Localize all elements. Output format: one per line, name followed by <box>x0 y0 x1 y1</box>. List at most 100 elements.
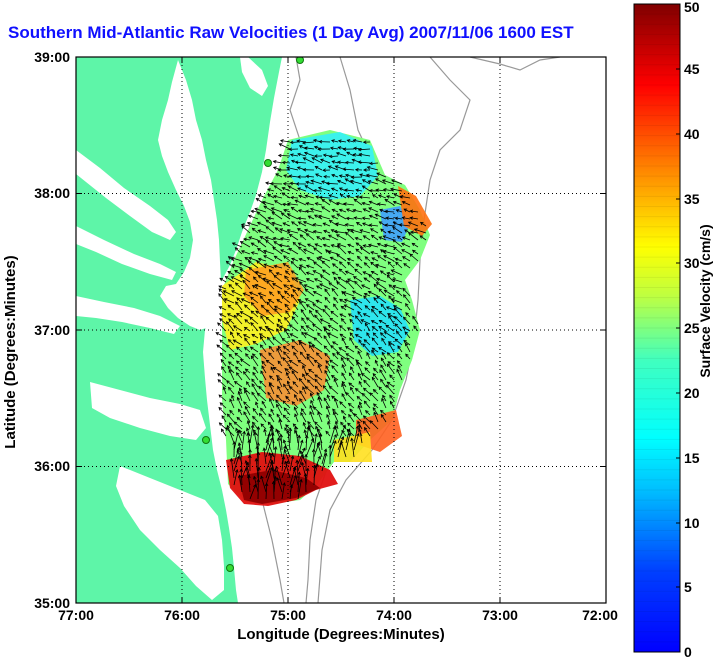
velocity-arrowhead <box>361 216 366 221</box>
velocity-arrow <box>275 173 283 178</box>
velocity-arrow <box>294 407 299 416</box>
velocity-arrow <box>229 410 235 416</box>
velocity-arrowhead <box>227 339 232 343</box>
velocity-arrowhead <box>378 325 382 330</box>
velocity-arrowhead <box>331 215 335 219</box>
velocity-arrow <box>267 392 275 402</box>
velocity-arrowhead <box>361 392 366 397</box>
velocity-arrow <box>234 315 243 325</box>
velocity-arrow <box>347 278 355 283</box>
velocity-arrowhead <box>382 188 387 192</box>
velocity-arrow <box>240 469 243 486</box>
velocity-arrow <box>413 325 419 332</box>
velocity-arrowhead <box>236 360 240 365</box>
colorbar-bands <box>634 13 680 643</box>
velocity-arrowhead <box>396 352 401 357</box>
velocity-arrowhead <box>380 357 385 362</box>
velocity-arrow <box>304 152 315 157</box>
velocity-arrowhead <box>341 364 345 368</box>
velocity-arrowhead <box>302 221 307 225</box>
velocity-arrowhead <box>304 194 309 198</box>
velocity-arrowhead <box>324 352 328 357</box>
velocity-arrow <box>271 207 283 213</box>
velocity-arrowhead <box>297 187 301 191</box>
velocity-arrow <box>291 401 299 409</box>
velocity-arrowhead <box>321 199 326 203</box>
velocity-arrow <box>256 211 267 220</box>
velocity-arrow <box>295 426 299 444</box>
velocity-arrowhead <box>332 425 336 430</box>
velocity-arrowhead <box>310 179 315 183</box>
velocity-arrowhead <box>401 242 405 246</box>
velocity-arrowhead <box>338 187 343 191</box>
velocity-arrow <box>292 311 299 318</box>
velocity-arrow <box>373 283 379 290</box>
velocity-arrowhead <box>294 425 298 430</box>
velocity-arrowhead <box>257 194 262 198</box>
velocity-arrowhead <box>231 394 235 399</box>
velocity-arrow <box>253 366 259 374</box>
velocity-arrow <box>363 295 371 304</box>
velocity-arrowhead <box>352 153 357 157</box>
velocity-arrow <box>260 336 267 346</box>
velocity-arrow <box>226 344 235 353</box>
velocity-arrowhead <box>394 338 399 343</box>
velocity-arrow <box>376 282 387 290</box>
velocity-arrowhead <box>344 270 349 274</box>
velocity-arrowhead <box>252 371 256 376</box>
velocity-arrowhead <box>288 386 293 390</box>
velocity-arrowhead <box>364 256 369 260</box>
velocity-arrowhead <box>366 352 370 356</box>
velocity-arrowhead <box>218 306 223 310</box>
velocity-arrow <box>331 174 339 178</box>
velocity-arrow <box>387 313 395 318</box>
velocity-arrow <box>313 337 323 346</box>
velocity-arrowhead <box>337 160 341 165</box>
velocity-arrowhead <box>321 260 326 265</box>
velocity-arrowhead <box>284 303 288 308</box>
velocity-arrowhead <box>327 165 332 169</box>
velocity-arrowhead <box>341 392 345 397</box>
velocity-arrowhead <box>265 309 270 313</box>
velocity-arrow <box>299 301 307 311</box>
velocity-arrowhead <box>216 344 220 348</box>
velocity-arrow <box>390 401 395 409</box>
colorbar-tick-label: 25 <box>684 320 700 336</box>
velocity-arrowhead <box>267 299 272 303</box>
velocity-arrowhead <box>303 284 308 288</box>
velocity-arrow <box>305 298 315 304</box>
velocity-arrowhead <box>218 288 223 293</box>
velocity-arrow <box>363 245 371 248</box>
velocity-arrow <box>376 172 387 178</box>
velocity-arrow <box>268 413 275 423</box>
velocity-arrowhead <box>260 304 265 309</box>
velocity-arrowhead <box>240 223 245 227</box>
velocity-arrowhead <box>252 276 257 280</box>
velocity-arrowhead <box>254 457 259 462</box>
velocity-arrowhead <box>361 185 366 189</box>
velocity-arrowhead <box>300 408 305 412</box>
velocity-arrowhead <box>277 318 282 323</box>
velocity-arrowhead <box>286 202 291 206</box>
velocity-arrow <box>244 406 251 416</box>
velocity-arrowhead <box>220 358 225 363</box>
velocity-arrowhead <box>259 352 263 357</box>
velocity-arrow <box>368 274 379 283</box>
velocity-arrow <box>231 257 243 262</box>
velocity-arrow <box>409 253 419 262</box>
velocity-arrowhead <box>275 399 279 404</box>
velocity-arrow <box>336 213 347 220</box>
velocity-arrowhead <box>259 236 264 240</box>
velocity-arrow <box>350 366 355 374</box>
velocity-arrowhead <box>284 368 289 372</box>
velocity-arrow <box>369 420 379 430</box>
velocity-arrowhead <box>261 360 265 365</box>
velocity-arrowhead <box>247 214 252 219</box>
velocity-arrow <box>326 406 331 416</box>
velocity-arrowhead <box>266 188 271 192</box>
velocity-arrow <box>313 465 315 486</box>
velocity-arrow <box>301 317 307 325</box>
velocity-arrowhead <box>340 436 345 440</box>
velocity-arrowhead <box>344 188 348 192</box>
